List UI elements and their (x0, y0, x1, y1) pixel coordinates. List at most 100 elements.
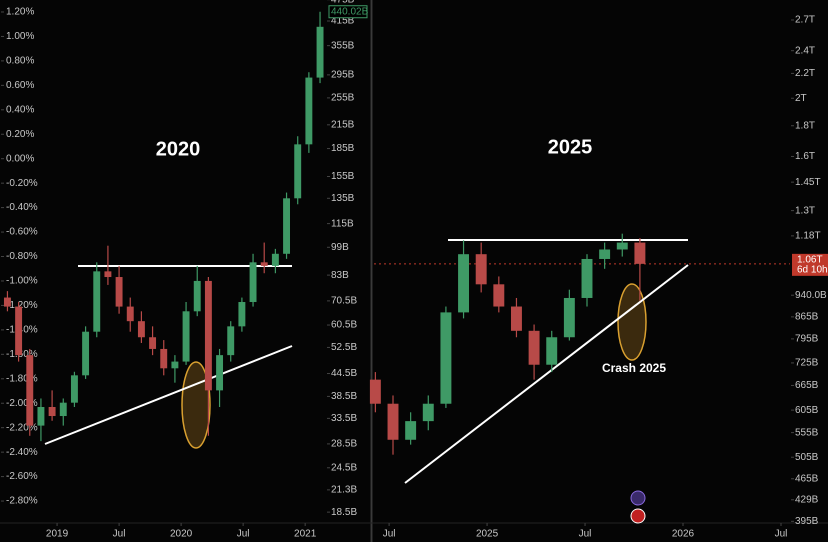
candle-body (48, 407, 56, 417)
candle-body (82, 331, 90, 376)
candle-body (422, 403, 434, 422)
x-tick-label: Jul (113, 529, 126, 540)
highlight-u (181, 361, 211, 449)
candle-body (260, 262, 268, 266)
y2-tick-label: 0.40% (6, 104, 34, 115)
y-tick-label: 33.5B (331, 413, 357, 424)
candle-body (546, 337, 558, 365)
y-tick-label: 1.3T (795, 205, 815, 216)
trend-line (404, 264, 689, 484)
candle-body (137, 321, 145, 338)
y2-tick-label: 0.20% (6, 129, 34, 140)
y-tick-label: 135B (331, 193, 355, 204)
candle-body (126, 306, 134, 322)
y2-tick-label: -1.00% (6, 276, 38, 287)
candle-body (171, 361, 179, 369)
y-tick-label: 70.5B (331, 296, 357, 307)
y-tick-label: 2T (795, 93, 807, 104)
candle-body (510, 306, 522, 331)
candle-body (305, 77, 313, 145)
x-tick-label: Jul (237, 529, 250, 540)
y2-tick-label: -2.00% (6, 398, 38, 409)
y-tick-label: 795B (795, 334, 819, 345)
candle-body (249, 262, 257, 303)
candle-body (238, 302, 246, 327)
event-icon[interactable] (630, 490, 646, 506)
y-tick-label: 465B (795, 473, 819, 484)
y-tick-label: 475B (331, 0, 355, 5)
y2-tick-label: -1.80% (6, 373, 38, 384)
candle-body (616, 242, 628, 250)
y2-tick-label: 1.00% (6, 31, 34, 42)
candle-body (37, 407, 45, 426)
candle-body (563, 297, 575, 338)
candle-body (493, 284, 505, 307)
y-tick-label: 725B (795, 358, 819, 369)
x-tick-label: 2026 (672, 529, 695, 540)
highlight-u (617, 283, 647, 361)
candle-body (387, 403, 399, 440)
y-tick-label: 415B (331, 16, 355, 27)
y-tick-label: 52.5B (331, 342, 357, 353)
candle-body (440, 312, 452, 404)
y2-tick-label: -0.80% (6, 251, 38, 262)
y-tick-label: 429B (795, 494, 819, 505)
candle-body (599, 249, 611, 259)
y2-tick-label: 1.20% (6, 7, 34, 18)
y-tick-label: 395B (795, 516, 819, 527)
y-tick-label: 2.4T (795, 45, 815, 56)
candle-body (405, 421, 417, 440)
right-panel (373, 0, 828, 542)
candle-body (193, 280, 201, 312)
candles (369, 233, 646, 455)
y2-tick-label: -0.20% (6, 178, 38, 189)
y-tick-label: 60.5B (331, 320, 357, 331)
y-tick-label: 1.18T (795, 231, 821, 242)
y-tick-label: 295B (331, 70, 355, 81)
x-tick-label: 2020 (170, 529, 193, 540)
candle-body (458, 254, 470, 313)
candle-body (26, 355, 34, 426)
y-tick-label: 115B (331, 218, 354, 229)
candle-body (93, 271, 101, 332)
x-tick-label: Jul (383, 529, 396, 540)
x-tick-label: 2021 (294, 529, 317, 540)
y-tick-label: 28.5B (331, 439, 357, 450)
x-tick-label: Jul (775, 529, 788, 540)
y-tick-label: 605B (795, 405, 819, 416)
y2-tick-label: -0.60% (6, 227, 38, 238)
y-tick-label: 18.5B (331, 507, 357, 518)
last-price-box (328, 5, 368, 19)
y-tick-label: 665B (795, 380, 819, 391)
y-tick-label: 940.0B (795, 290, 827, 301)
y-tick-label: 2.7T (795, 15, 815, 26)
y-tick-label: 1.45T (795, 177, 821, 188)
candle-body (528, 330, 540, 365)
last-price-box (792, 253, 828, 276)
x-tick-label: 2019 (46, 529, 69, 540)
annotation: Crash 2025 (602, 361, 666, 375)
candle-body (15, 306, 23, 356)
candle-body (182, 311, 190, 362)
candle-body (475, 254, 487, 285)
flag-icon[interactable] (630, 508, 646, 524)
candle-body (115, 277, 123, 307)
countdown: 6d 10h (797, 264, 828, 275)
candle-body (316, 26, 324, 78)
y2-tick-label: -2.20% (6, 422, 38, 433)
candle-body (634, 242, 646, 264)
candle-body (3, 297, 11, 307)
candle-body (227, 326, 235, 356)
y-tick-label: 555B (795, 427, 819, 438)
candles (3, 11, 324, 442)
y-tick-label: 2.2T (795, 68, 815, 79)
y-tick-label: 21.3B (331, 485, 357, 496)
y-tick-label: 38.5B (331, 391, 357, 402)
y-tick-label: 44.5B (331, 368, 357, 379)
y2-tick-label: 0.00% (6, 153, 34, 164)
candle-body (59, 402, 67, 417)
y2-tick-label: 0.60% (6, 80, 34, 91)
y-tick-label: 24.5B (331, 462, 357, 473)
